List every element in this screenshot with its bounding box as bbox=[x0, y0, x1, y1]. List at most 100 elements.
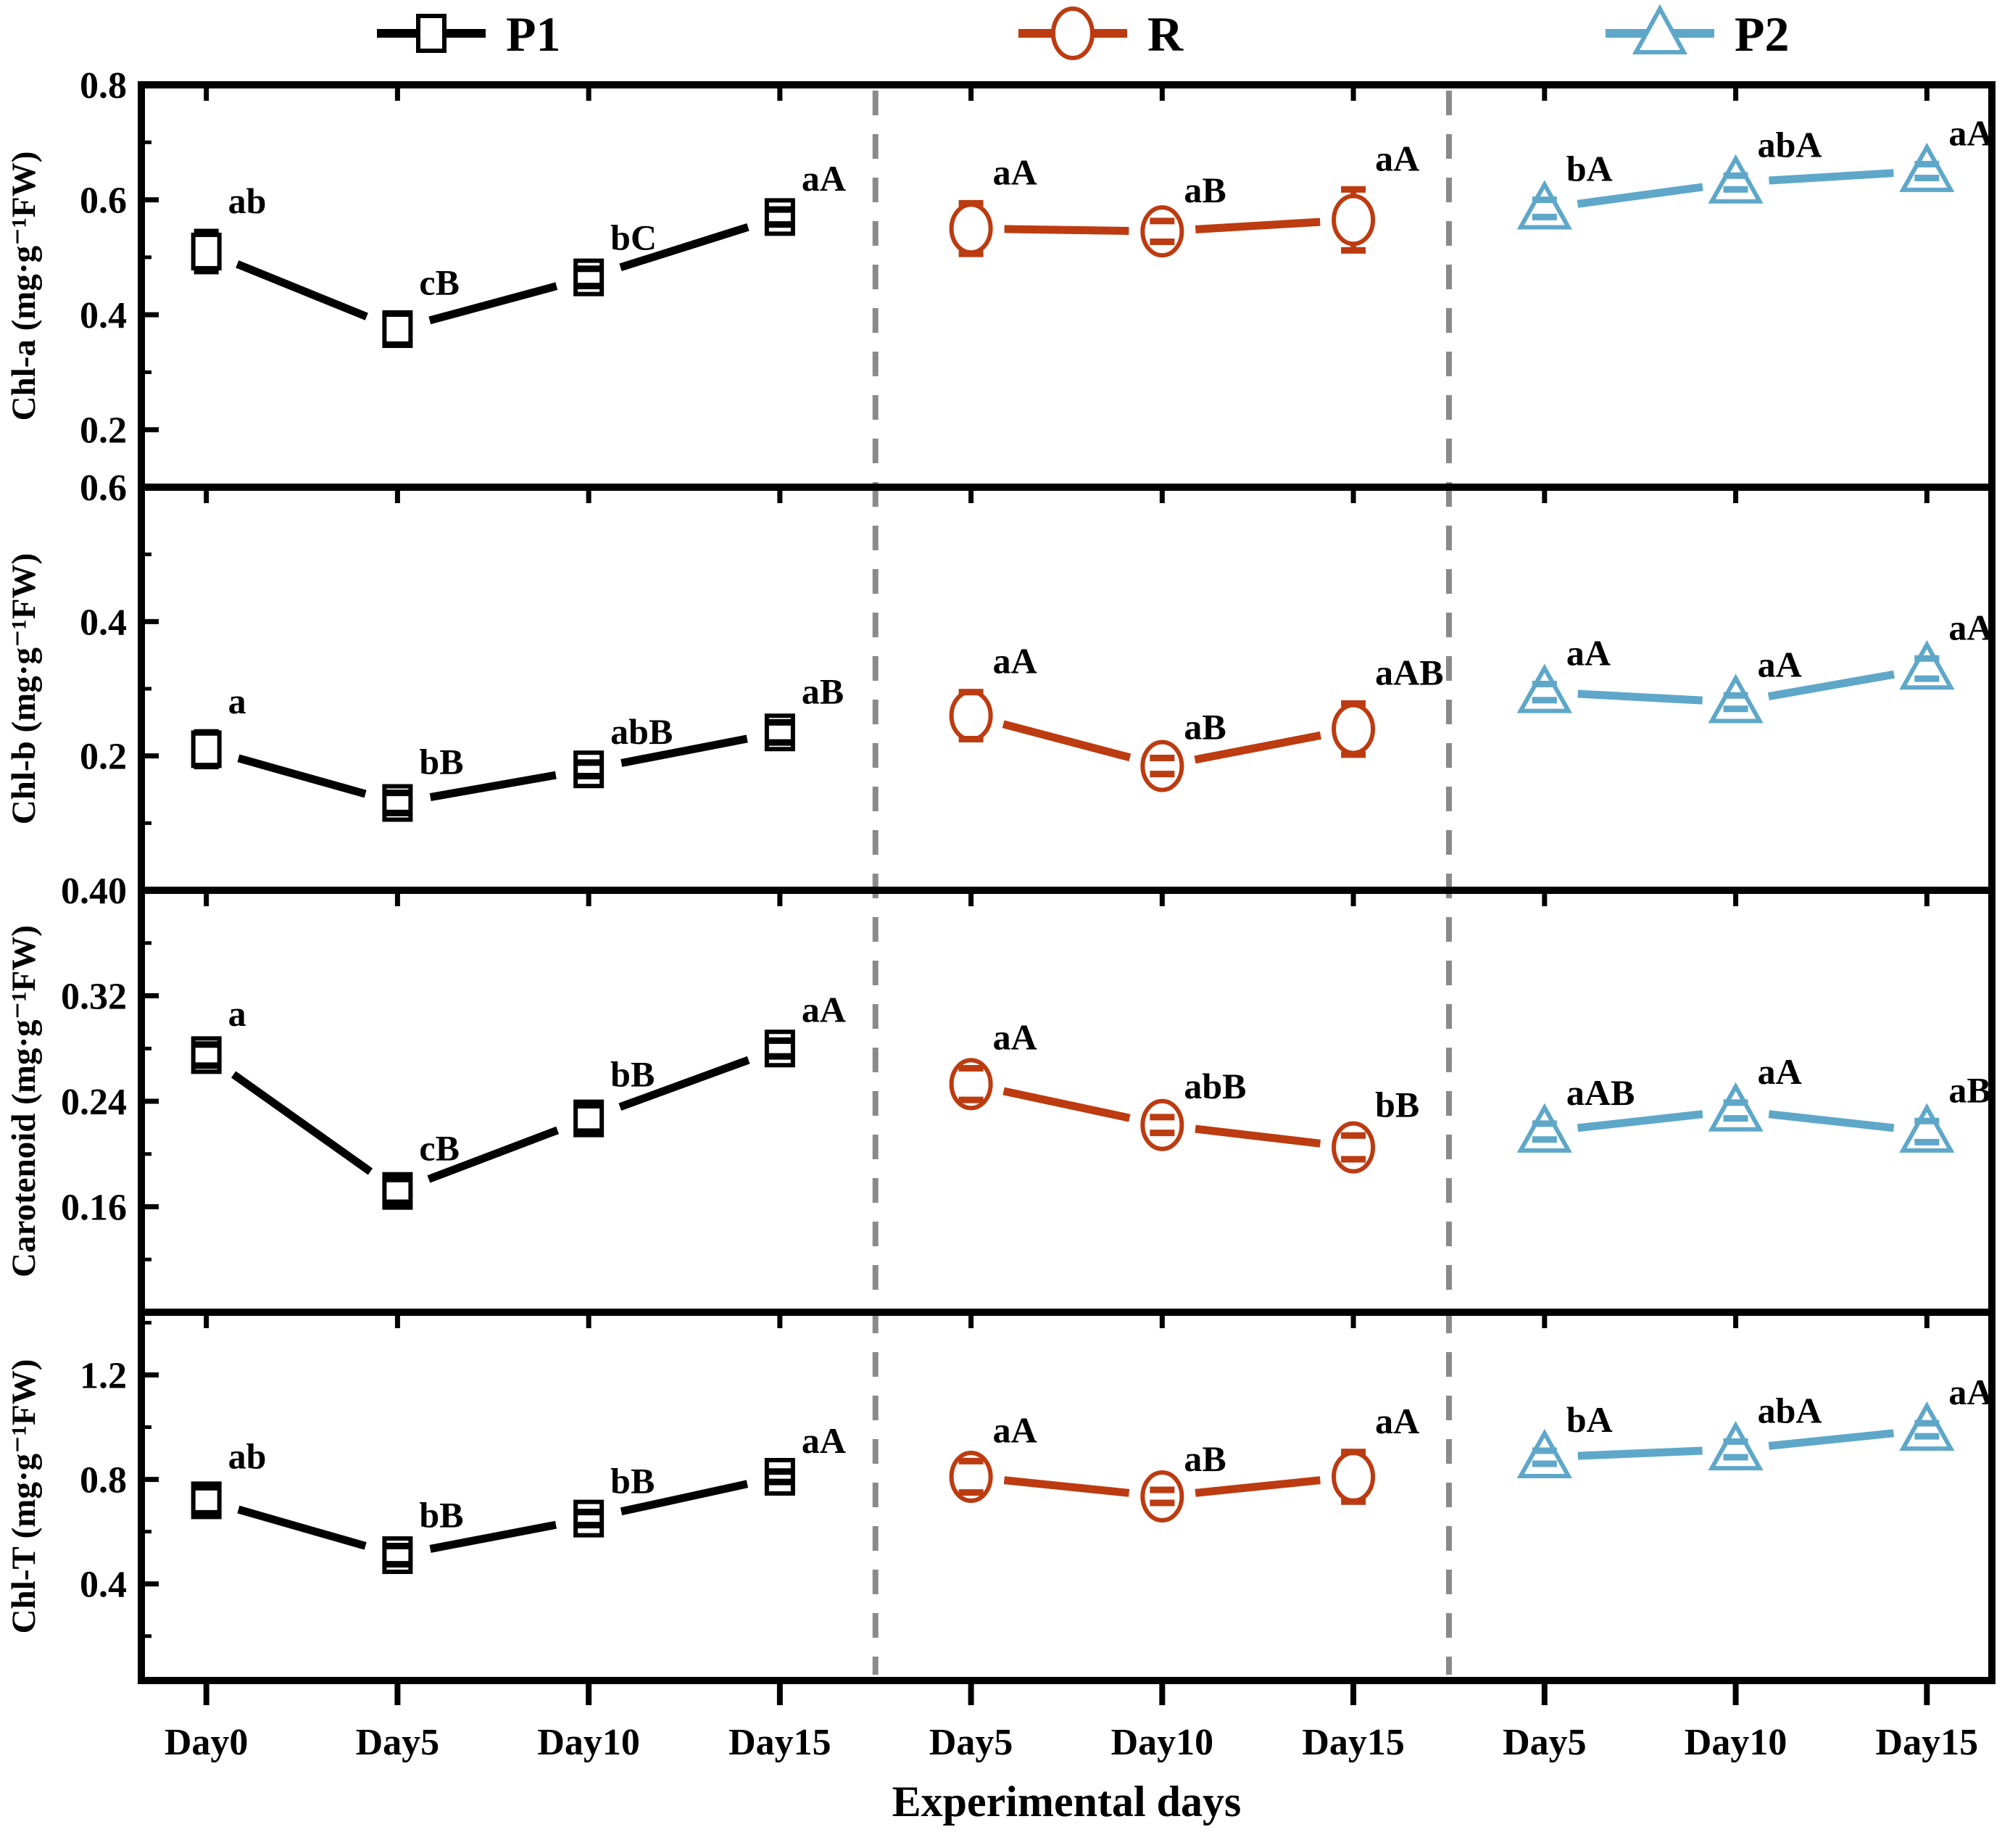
x-tick-label: Day5 bbox=[1503, 1722, 1587, 1763]
circle-marker bbox=[949, 1450, 993, 1503]
y-tick-label: 0.6 bbox=[80, 468, 127, 509]
y-tick-label: 1.2 bbox=[80, 1355, 127, 1396]
square-marker bbox=[764, 1029, 795, 1068]
x-tick-label: Day10 bbox=[537, 1722, 640, 1763]
plot-frame bbox=[138, 81, 1996, 1684]
y-axis-title-carotenoid: Carotenoid (mg·g⁻¹FW) bbox=[5, 925, 43, 1277]
series-P1: a cB bB aA bbox=[191, 989, 846, 1210]
square-marker bbox=[573, 1499, 605, 1538]
point-label: cB bbox=[419, 1127, 460, 1168]
circle-marker bbox=[1140, 1470, 1184, 1522]
x-tick-label: Day15 bbox=[1876, 1722, 1979, 1763]
point-label: aA bbox=[1566, 633, 1611, 674]
y-axis-title-chl-t: Chl-T (mg·g⁻¹FW) bbox=[5, 1359, 43, 1634]
legend-entry-R: R bbox=[1018, 7, 1184, 62]
square-marker bbox=[764, 1457, 795, 1496]
point-label: aA bbox=[1948, 112, 1993, 153]
point-label: ab bbox=[228, 181, 267, 221]
series-line bbox=[1577, 689, 1703, 705]
series-P2: aA aA aA bbox=[1516, 607, 1993, 724]
point-label: aA bbox=[993, 641, 1037, 681]
point-label: aA bbox=[1948, 1372, 1993, 1412]
y-tick-label: 0.6 bbox=[80, 181, 127, 222]
point-label: aA bbox=[1758, 1051, 1802, 1092]
point-label: abB bbox=[610, 711, 673, 752]
point-label: aB bbox=[1184, 170, 1226, 210]
legend-label: P1 bbox=[506, 7, 561, 62]
series-line bbox=[1002, 1087, 1131, 1122]
circle-marker bbox=[1332, 194, 1376, 246]
series-P2: bA abA aA bbox=[1516, 112, 1993, 230]
series-line bbox=[620, 734, 748, 767]
x-tick-label: Day5 bbox=[356, 1722, 440, 1763]
series-P1: ab bB bB aA bbox=[191, 1420, 846, 1575]
x-tick-label: Day15 bbox=[1302, 1722, 1405, 1763]
series-line bbox=[1577, 183, 1703, 208]
legend-label: P2 bbox=[1735, 7, 1790, 62]
y-tick-label: 0.2 bbox=[80, 410, 127, 452]
series-R: aA aB aAB bbox=[949, 641, 1444, 792]
legend-entry-P1: P1 bbox=[377, 7, 561, 62]
series-line bbox=[1577, 1446, 1703, 1460]
point-label: aB bbox=[1184, 1438, 1226, 1479]
y-tick-label: 0.32 bbox=[61, 977, 127, 1018]
y-tick-label: 0.2 bbox=[80, 737, 127, 778]
point-label: aAB bbox=[1566, 1072, 1635, 1113]
point-label: abA bbox=[1758, 1390, 1822, 1430]
panel-chl-a: 0.2 0.4 0.6 0.8 Chl-a (mg·g⁻¹FW) ab cB bC aA aA aB… bbox=[5, 65, 1993, 452]
y-tick-label: 0.16 bbox=[61, 1188, 127, 1229]
point-label: aA bbox=[802, 158, 846, 199]
y-tick-label: 0.4 bbox=[80, 1565, 127, 1606]
series-line bbox=[427, 1126, 560, 1183]
y-tick-label: 0.24 bbox=[61, 1082, 127, 1123]
series-line bbox=[1195, 1124, 1321, 1148]
circle-marker bbox=[1140, 739, 1184, 792]
series-line bbox=[1004, 225, 1129, 235]
point-label: abA bbox=[1758, 124, 1822, 165]
series-P2: bA abA aA bbox=[1516, 1372, 1993, 1478]
y-axis-title-chl-a: Chl-a (mg·g⁻¹FW) bbox=[5, 152, 43, 421]
point-label: aB bbox=[802, 671, 844, 711]
square-marker bbox=[573, 750, 605, 789]
point-label: aB bbox=[1948, 1069, 1990, 1110]
y-tick-label: 0.8 bbox=[80, 1460, 127, 1501]
point-label: a bbox=[228, 681, 246, 721]
series-line bbox=[1002, 720, 1131, 762]
series-line bbox=[236, 260, 368, 320]
series-line bbox=[1769, 169, 1894, 185]
point-label: aA bbox=[1948, 607, 1993, 647]
circle-marker bbox=[949, 1058, 993, 1111]
series-line bbox=[231, 1071, 373, 1175]
circle-marker bbox=[1332, 703, 1376, 755]
circle-marker bbox=[1332, 1121, 1376, 1174]
y-axis-title-chl-b: Chl-b (mg·g⁻¹FW) bbox=[5, 553, 43, 824]
point-label: a bbox=[228, 993, 246, 1034]
square-marker bbox=[191, 730, 222, 768]
series-line bbox=[237, 1505, 367, 1550]
series-line bbox=[1768, 1429, 1895, 1450]
point-label: bB bbox=[1375, 1084, 1419, 1124]
point-label: aA bbox=[802, 1420, 846, 1461]
point-label: cB bbox=[419, 262, 460, 303]
point-label: bA bbox=[1566, 149, 1613, 189]
point-label: aA bbox=[993, 1409, 1037, 1450]
series-line bbox=[1577, 1110, 1703, 1132]
point-label: ab bbox=[228, 1435, 267, 1476]
series-line bbox=[1195, 1476, 1321, 1497]
point-label: bA bbox=[1566, 1399, 1613, 1440]
series-R: aA aB aA bbox=[949, 1401, 1419, 1522]
point-label: bB bbox=[610, 1461, 655, 1501]
point-label: aA bbox=[1375, 1401, 1419, 1441]
circle-marker bbox=[949, 202, 993, 255]
point-label: abB bbox=[1184, 1066, 1246, 1106]
point-label: bC bbox=[610, 217, 657, 258]
x-tick-label: Day15 bbox=[728, 1722, 831, 1763]
series-line bbox=[1768, 1110, 1895, 1132]
square-marker bbox=[764, 198, 795, 236]
x-tick-label: Day10 bbox=[1111, 1722, 1214, 1763]
x-tick-label: Day5 bbox=[929, 1722, 1013, 1763]
square-marker bbox=[191, 232, 222, 270]
legend-label: R bbox=[1147, 7, 1184, 62]
